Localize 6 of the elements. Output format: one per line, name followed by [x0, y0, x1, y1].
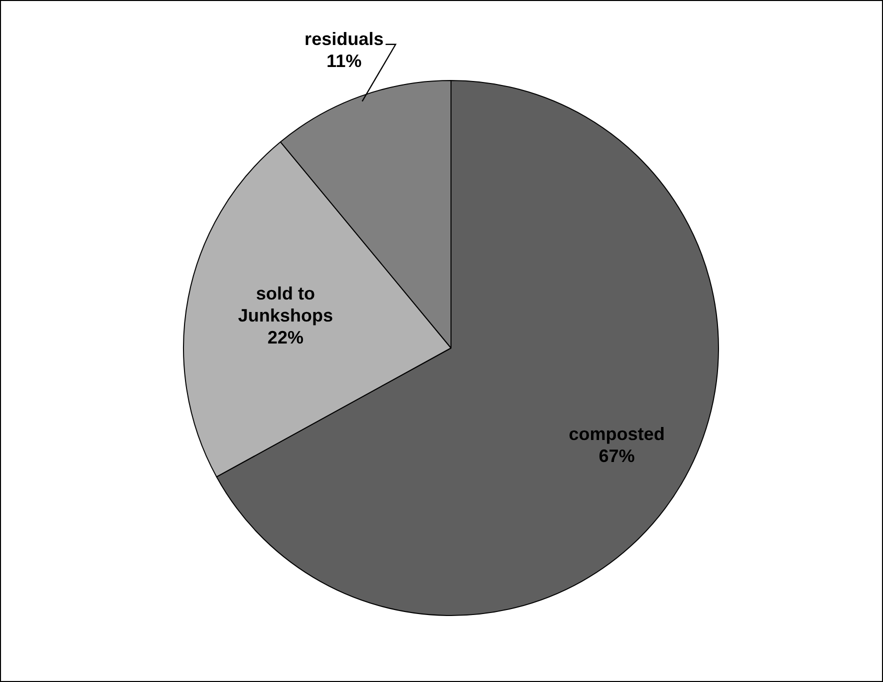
slice-label: composted: [568, 424, 665, 444]
slice-label: sold to Junkshops: [238, 283, 333, 326]
data-label: 11%: [326, 50, 362, 71]
data-label: 67%: [598, 446, 635, 466]
data-label: 22%: [267, 327, 304, 348]
slice-label: residuals: [304, 28, 384, 49]
